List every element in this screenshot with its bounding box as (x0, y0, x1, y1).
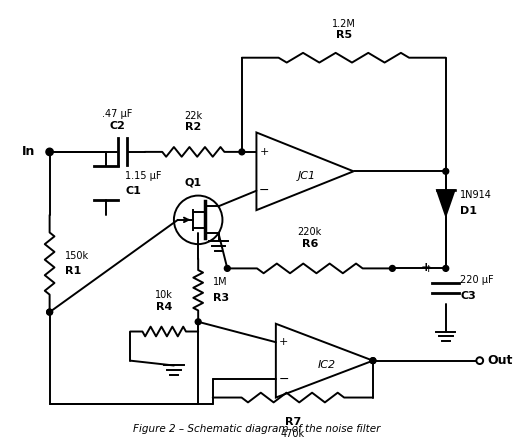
Text: C2: C2 (110, 121, 125, 131)
Text: 1.2M: 1.2M (332, 18, 356, 29)
Text: R3: R3 (213, 293, 229, 303)
Text: +: + (279, 337, 288, 347)
Text: Figure 2 – Schematic diagram of the noise filter: Figure 2 – Schematic diagram of the nois… (133, 424, 380, 434)
Text: −: − (259, 184, 269, 197)
Text: R5: R5 (336, 30, 352, 40)
Text: C3: C3 (460, 290, 476, 301)
Text: +: + (259, 147, 269, 157)
Text: R4: R4 (156, 302, 172, 312)
Circle shape (389, 265, 395, 271)
Text: Out: Out (488, 354, 513, 367)
Circle shape (47, 149, 53, 155)
Text: 1.15 μF: 1.15 μF (125, 171, 162, 181)
Text: +: + (424, 264, 433, 275)
Text: C1: C1 (125, 186, 141, 196)
Polygon shape (437, 190, 454, 216)
Text: R6: R6 (302, 239, 318, 249)
Text: .47 μF: .47 μF (102, 109, 133, 119)
Text: R2: R2 (185, 122, 201, 132)
Text: R7: R7 (285, 417, 301, 427)
Text: 470k: 470k (281, 429, 305, 439)
Text: D1: D1 (460, 205, 477, 216)
Text: +: + (421, 261, 432, 274)
Text: −: − (278, 373, 289, 385)
Circle shape (370, 358, 376, 363)
Text: 220k: 220k (298, 227, 322, 237)
Circle shape (443, 265, 449, 271)
Text: 220 μF: 220 μF (460, 275, 494, 285)
Text: IC2: IC2 (317, 360, 335, 370)
Text: 10k: 10k (155, 290, 173, 301)
Text: 150k: 150k (65, 251, 89, 261)
Text: 1N914: 1N914 (460, 190, 492, 200)
Circle shape (443, 169, 449, 174)
Circle shape (47, 309, 53, 315)
Circle shape (225, 265, 230, 271)
Text: R1: R1 (65, 266, 82, 276)
Circle shape (370, 358, 376, 363)
Text: 22k: 22k (184, 111, 202, 121)
Text: In: In (22, 145, 35, 158)
Circle shape (47, 309, 53, 315)
Text: JC1: JC1 (298, 171, 316, 181)
Text: Q1: Q1 (185, 178, 202, 188)
Circle shape (239, 149, 245, 155)
Text: 1M: 1M (213, 278, 227, 287)
Circle shape (196, 319, 201, 325)
